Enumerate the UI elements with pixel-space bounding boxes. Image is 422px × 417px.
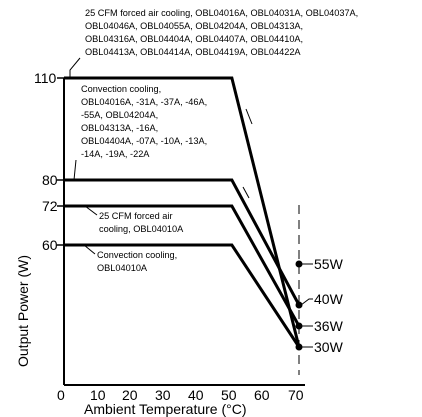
annotation-convection-many-line: OBL04404A, -07A, -10A, -13A, [81, 136, 207, 146]
marker-point-40w [295, 301, 303, 309]
annotation-top-line: OBL04316A, OBL04404A, OBL04407A, OBL0441… [85, 34, 303, 44]
series-line-110w [64, 76, 301, 348]
x-tick-label: 10 [90, 387, 106, 403]
annotation-convection-many-line: OBL04016A, -31A, -37A, -46A, [81, 97, 207, 107]
marker-point-36w [295, 322, 303, 330]
x-axis-title: Ambient Temperature (°C) [84, 401, 247, 417]
slope-tick [242, 186, 250, 199]
annotation-convection-many-line: -55A, OBL04204A, [81, 110, 158, 120]
x-tick-label: 40 [188, 387, 204, 403]
annotation-convection-many-line: -14A, -19A, -22A [81, 149, 150, 159]
x-tick-label: 50 [221, 387, 237, 403]
x-tick-label: 20 [122, 387, 138, 403]
leader-forced-single [84, 205, 98, 216]
series-line-80w [64, 178, 301, 306]
annotation-top-line: OBL04413A, OBL04414A, OBL04419A, OBL0442… [85, 47, 301, 57]
leader-convection-single [83, 244, 96, 255]
annotation-forced-single-line: 25 CFM forced air [99, 211, 173, 221]
y-tick-label: 60 [42, 237, 58, 253]
marker-point-55w [295, 260, 303, 268]
annotation-top-line: 25 CFM forced air cooling, OBL04016A, OB… [85, 8, 358, 18]
series-line-72w [64, 204, 301, 327]
y-axis-title: Output Power (W) [15, 255, 31, 367]
end-label-55w: 55W [314, 256, 344, 272]
end-label-40w: 40W [314, 291, 344, 307]
leader-top-annotation [69, 57, 81, 78]
annotation-convection-many-line: OBL04313A, -16A, [81, 123, 158, 133]
leader-convection-many [73, 159, 77, 181]
leader-40w [300, 298, 313, 306]
y-tick-label: 110 [34, 70, 57, 86]
annotation-forced-single-line: cooling, OBL04010A [99, 224, 184, 234]
x-tick-label: 60 [254, 387, 270, 403]
marker-point-30w [295, 343, 303, 351]
y-tick-label: 72 [42, 198, 58, 214]
x-tick-label: 30 [155, 387, 171, 403]
x-tick-label: 70 [288, 387, 304, 403]
x-tick-label: 0 [57, 387, 65, 403]
annotation-convection-single-line: Convection cooling, [97, 250, 177, 260]
y-tick-label: 80 [42, 172, 58, 188]
end-label-30w: 30W [314, 339, 344, 355]
annotation-top-line: OBL04046A, OBL04055A, OBL04204A, OBL0431… [85, 21, 303, 31]
annotation-convection-many-line: Convection cooling, [81, 84, 161, 94]
series-line-60w [64, 243, 301, 348]
annotation-convection-single-line: OBL04010A [97, 263, 148, 273]
end-label-36w: 36W [314, 318, 344, 334]
slope-tick [245, 108, 253, 125]
